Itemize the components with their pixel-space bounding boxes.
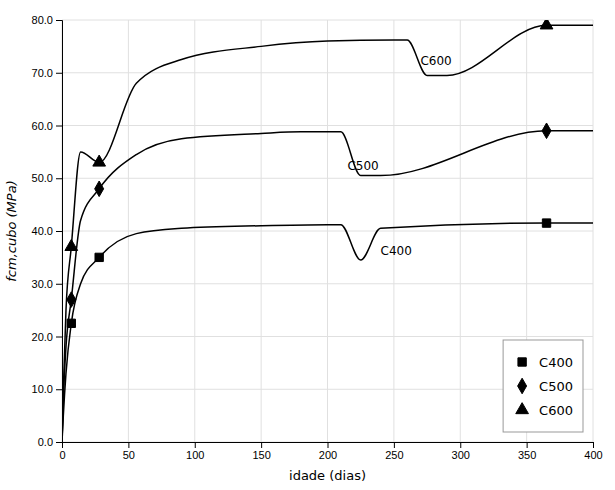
point <box>540 20 553 29</box>
y-tick-mark <box>56 126 62 127</box>
curve-label: C500 <box>347 159 378 173</box>
point <box>542 219 550 227</box>
y-tick-label: 70.0 <box>32 67 53 79</box>
y-tick-label: 0.0 <box>38 436 53 448</box>
y-axis: 0.0 10.0 20.0 30.0 40.0 50.0 60.0 70.0 80.0 <box>32 14 63 448</box>
x-tick: 100 <box>186 442 204 461</box>
y-tick: 60.0 <box>32 120 62 132</box>
y-tick-mark <box>56 73 62 74</box>
point <box>93 155 106 166</box>
x-tick-label: 250 <box>385 449 403 461</box>
x-axis-line <box>63 443 594 449</box>
x-tick-mark <box>328 442 329 448</box>
y-tick-label: 50.0 <box>32 172 53 184</box>
y-tick: 80.0 <box>32 14 62 26</box>
x-tick-label: 300 <box>452 449 470 461</box>
x-tick-label: 350 <box>518 449 536 461</box>
y-tick-label: 40.0 <box>32 225 53 237</box>
y-tick: 50.0 <box>32 172 62 184</box>
plot: 0 50 100 150 200 250 300 350 400 0.0 10.0 20.0 30.0 4… <box>32 14 603 461</box>
grid-line-y <box>62 178 593 179</box>
x-tick-mark <box>593 442 594 448</box>
curve <box>62 223 593 442</box>
y-tick-label: 60.0 <box>32 120 53 132</box>
x-axis: 0 50 100 150 200 250 300 350 400 <box>59 442 602 461</box>
grid-line-y <box>62 336 593 337</box>
y-tick: 20.0 <box>32 331 62 343</box>
x-tick-label: 0 <box>59 449 65 461</box>
curve-label: C400 <box>381 244 412 258</box>
curve-label: C600 <box>420 54 451 68</box>
x-tick: 150 <box>252 442 270 461</box>
legend-label: C400 <box>539 355 573 370</box>
legend-label: C500 <box>539 379 573 394</box>
y-tick-mark <box>56 231 62 232</box>
grid-line-y <box>62 283 593 284</box>
x-tick-mark <box>195 442 196 448</box>
point <box>65 239 78 250</box>
grid-line-y <box>62 72 593 73</box>
x-tick-mark <box>394 442 395 448</box>
y-tick: 10.0 <box>32 383 62 395</box>
y-tick-mark <box>56 284 62 285</box>
x-tick: 50 <box>123 442 135 461</box>
x-tick-mark <box>261 442 262 448</box>
y-tick: 70.0 <box>32 67 62 79</box>
y-axis-title: fcm,cubo (MPa) <box>4 180 19 281</box>
x-tick-mark <box>527 442 528 448</box>
x-tick: 350 <box>518 442 536 461</box>
legend-symbol <box>516 403 529 414</box>
curve <box>62 131 593 442</box>
y-tick: 40.0 <box>32 225 62 237</box>
point <box>95 253 103 261</box>
y-tick: 30.0 <box>32 278 62 290</box>
legend-label: C600 <box>539 403 573 418</box>
grid <box>62 20 593 442</box>
legend-box <box>503 340 583 432</box>
marks <box>62 20 593 442</box>
y-tick-mark <box>56 178 62 179</box>
x-axis-title: idade (dias) <box>289 468 366 483</box>
point <box>95 181 104 197</box>
y-tick-label: 80.0 <box>32 14 53 26</box>
x-tick-label: 150 <box>252 449 270 461</box>
x-tick: 200 <box>319 442 337 461</box>
x-tick: 300 <box>452 442 470 461</box>
x-tick-mark <box>128 442 129 448</box>
curve <box>62 25 593 442</box>
x-tick-mark <box>460 442 461 448</box>
y-tick-label: 20.0 <box>32 331 53 343</box>
y-tick-mark <box>56 389 62 390</box>
y-tick-mark <box>56 337 62 338</box>
x-tick-label: 100 <box>186 449 204 461</box>
y-tick-label: 30.0 <box>32 278 53 290</box>
grid-line-y <box>62 20 593 21</box>
chart: 0 50 100 150 200 250 300 350 400 0.0 10.0 20.0 30.0 4… <box>0 0 615 490</box>
legend: C400 C500 C600 <box>503 340 583 432</box>
point <box>67 292 76 308</box>
x-tick: 0 <box>59 442 65 461</box>
x-tick: 400 <box>584 442 602 461</box>
grid-line-y <box>62 125 593 126</box>
point <box>542 123 551 139</box>
grid-line-y <box>62 231 593 232</box>
annotations: C400 C500 C600 <box>347 54 451 258</box>
y-tick-label: 10.0 <box>32 383 53 395</box>
y-axis-line <box>56 21 63 443</box>
y-tick-mark <box>56 442 62 443</box>
x-tick: 250 <box>385 442 403 461</box>
x-tick-label: 400 <box>584 449 602 461</box>
legend-symbol <box>518 358 526 366</box>
x-tick-label: 200 <box>319 449 337 461</box>
y-tick: 0.0 <box>38 436 62 448</box>
y-tick-mark <box>56 20 62 21</box>
legend-symbol <box>518 378 527 394</box>
point <box>67 319 75 327</box>
x-tick-label: 50 <box>123 449 135 461</box>
